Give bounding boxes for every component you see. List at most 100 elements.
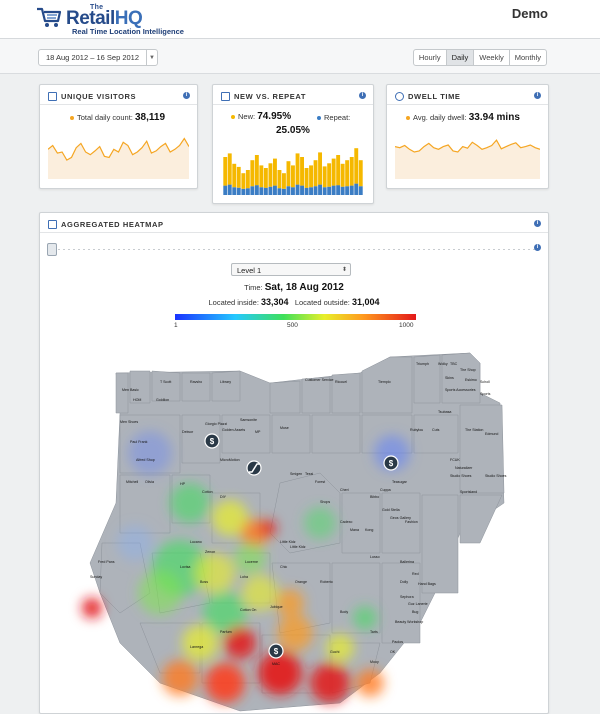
- store-label[interactable]: Rubylou: [410, 428, 423, 432]
- store-label[interactable]: Chic: [280, 565, 287, 569]
- store-label[interactable]: Mitchell: [126, 480, 138, 484]
- store-label[interactable]: DIY: [220, 495, 227, 499]
- store-label[interactable]: Lusso: [370, 555, 380, 559]
- store-label[interactable]: Bibbo: [370, 495, 379, 499]
- store-label[interactable]: Ballerina: [400, 560, 414, 564]
- store-label[interactable]: OK: [390, 650, 396, 654]
- store-label[interactable]: Tiemplo: [378, 380, 391, 384]
- store-label[interactable]: Tessi: [305, 472, 313, 476]
- store-label[interactable]: Cheri: [340, 488, 349, 492]
- store-label[interactable]: Skins: [445, 376, 454, 380]
- store-label[interactable]: HP: [180, 482, 186, 486]
- info-icon[interactable]: i: [534, 92, 541, 99]
- store-label[interactable]: Triumph: [416, 362, 429, 366]
- time-slider-track[interactable]: [48, 246, 538, 253]
- chevron-down-icon[interactable]: ▼: [146, 50, 157, 65]
- store-label[interactable]: Cuppa: [380, 488, 391, 492]
- store-label[interactable]: Golden Assets: [222, 428, 245, 432]
- floor-plan-heatmap[interactable]: Men Basic HOM T Scott Ravsho Library Goldlion…: [40, 343, 548, 713]
- store-label[interactable]: Dolly: [400, 580, 408, 584]
- dollar-marker-icon[interactable]: $: [204, 433, 220, 449]
- store-label[interactable]: Alfred Shop: [136, 458, 155, 462]
- store-label[interactable]: Muse: [280, 426, 289, 430]
- info-icon[interactable]: i: [359, 92, 366, 99]
- store-label[interactable]: Studio Shoes: [485, 474, 507, 478]
- store-label[interactable]: Lucerne: [245, 560, 258, 564]
- store-label[interactable]: Fashion: [405, 520, 418, 524]
- store-label[interactable]: Cadexo: [340, 520, 352, 524]
- store-label[interactable]: Studio Shoes: [450, 474, 472, 478]
- store-label[interactable]: Lucano: [190, 540, 202, 544]
- store-label[interactable]: Sports: [480, 392, 491, 396]
- store-label[interactable]: Sports Accessories: [445, 388, 476, 392]
- store-label[interactable]: Library: [220, 380, 231, 384]
- store-label[interactable]: Delwor: [182, 430, 194, 434]
- store-label[interactable]: Boss: [200, 580, 208, 584]
- store-label[interactable]: Giorgio Piazzi: [205, 422, 227, 426]
- store-label[interactable]: Tsubasa: [438, 410, 451, 414]
- level-select[interactable]: Level 1 ⬍: [231, 263, 351, 276]
- store-label[interactable]: Kong: [365, 528, 373, 532]
- store-label[interactable]: Bug: [412, 610, 418, 614]
- store-label[interactable]: Mooy: [370, 660, 379, 664]
- store-label[interactable]: Hand Bags: [418, 582, 436, 586]
- store-label[interactable]: Body: [340, 610, 348, 614]
- store-label[interactable]: MicroMotion: [220, 458, 240, 462]
- store-label[interactable]: The Station: [465, 428, 483, 432]
- account-name[interactable]: Demo: [511, 6, 548, 21]
- store-label[interactable]: Forest: [315, 480, 325, 484]
- info-icon[interactable]: i: [534, 220, 541, 227]
- store-label[interactable]: Samsonite: [240, 418, 257, 422]
- store-label[interactable]: Little Kidz: [290, 545, 306, 549]
- store-label[interactable]: MAC: [272, 662, 280, 666]
- store-label[interactable]: TBC: [450, 362, 458, 366]
- store-label[interactable]: HOM: [133, 398, 141, 402]
- store-label[interactable]: Tarts: [370, 630, 378, 634]
- store-label[interactable]: Goldlion: [156, 398, 169, 402]
- store-label[interactable]: Roberto: [320, 580, 333, 584]
- store-label[interactable]: Naturalizer: [455, 466, 473, 470]
- date-range-picker[interactable]: 18 Aug 2012 – 16 Sep 2012 ▼: [38, 49, 159, 66]
- store-label[interactable]: MP: [255, 430, 261, 434]
- store-label[interactable]: Ravsho: [190, 380, 202, 384]
- logo[interactable]: The RetailHQ Real Time Location Intellig…: [36, 4, 196, 36]
- store-label[interactable]: Wolky: [438, 362, 448, 366]
- store-label[interactable]: Orange: [295, 580, 307, 584]
- store-label[interactable]: The Shop: [460, 368, 476, 372]
- store-label[interactable]: Edmund: [485, 432, 498, 436]
- store-label[interactable]: Scholl: [480, 380, 490, 384]
- store-label[interactable]: T Scott: [160, 380, 171, 384]
- store-label[interactable]: Beauty Workshop: [395, 620, 423, 624]
- store-label[interactable]: Mana: [350, 528, 359, 532]
- store-label[interactable]: Fred Pans: [98, 560, 115, 564]
- store-label[interactable]: Gold Stella: [382, 508, 400, 512]
- dollar-marker-icon[interactable]: $: [383, 455, 399, 471]
- store-label[interactable]: Customer Service: [305, 378, 334, 382]
- store-label[interactable]: Cotton On: [240, 608, 256, 612]
- store-label[interactable]: Shops: [320, 500, 330, 504]
- store-label[interactable]: Cotton: [202, 490, 213, 494]
- time-slider-handle[interactable]: [47, 243, 57, 256]
- store-label[interactable]: Ricouel: [335, 380, 347, 384]
- escalator-marker-icon[interactable]: [246, 460, 262, 476]
- period-hourly[interactable]: Hourly: [418, 53, 441, 62]
- period-weekly[interactable]: Weekly: [473, 50, 508, 65]
- store-label[interactable]: Sunday: [90, 575, 102, 579]
- info-icon[interactable]: i: [183, 92, 190, 99]
- store-label[interactable]: Lovisa: [180, 565, 190, 569]
- store-label[interactable]: Paul Frank: [130, 440, 148, 444]
- store-label[interactable]: Parfum: [220, 630, 232, 634]
- store-label[interactable]: Men Basic: [122, 388, 139, 392]
- store-label[interactable]: Olivia: [145, 480, 154, 484]
- store-label[interactable]: Eskimo: [465, 378, 477, 382]
- slider-end-icon[interactable]: i: [534, 244, 541, 251]
- store-label[interactable]: Men Shoes: [120, 420, 138, 424]
- store-label[interactable]: Sportsland: [460, 490, 477, 494]
- store-label[interactable]: Guz Lanerie: [408, 602, 428, 606]
- store-label[interactable]: Red: [412, 572, 419, 576]
- period-monthly[interactable]: Monthly: [508, 50, 546, 65]
- period-daily[interactable]: Daily: [445, 50, 474, 65]
- store-label[interactable]: Little Kidz: [280, 540, 296, 544]
- store-label[interactable]: Loha: [240, 575, 248, 579]
- store-label[interactable]: Guchi: [330, 650, 340, 654]
